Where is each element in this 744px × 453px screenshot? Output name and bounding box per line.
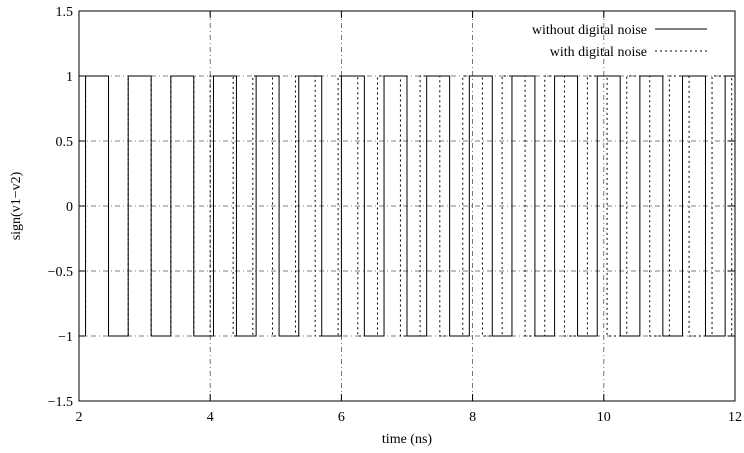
y-tick-label: 1: [66, 70, 73, 85]
legend-label: with digital noise: [550, 45, 647, 60]
x-tick-label: 8: [469, 410, 476, 425]
legend: without digital noise with digital noise: [532, 23, 707, 60]
legend-label: without digital noise: [532, 23, 647, 38]
x-tick-label: 2: [76, 410, 83, 425]
y-tick-label: 1.5: [56, 5, 74, 20]
x-tick-label: 12: [728, 410, 742, 425]
x-tick-label: 6: [338, 410, 345, 425]
y-tick-labels: −1.5 −1 −0.5 0 0.5 1 1.5: [48, 5, 73, 410]
y-tick-label: 0.5: [56, 135, 74, 150]
y-axis-label: sign(v1−v2): [9, 171, 24, 240]
series-line-with-noise: [79, 75, 735, 337]
y-tick-label: 0: [66, 200, 73, 215]
series-line-without-noise: [79, 75, 735, 337]
x-axis-label: time (ns): [382, 432, 432, 447]
x-tick-label: 10: [597, 410, 611, 425]
tick-marks: [78, 10, 736, 402]
y-tick-label: −0.5: [48, 265, 73, 280]
x-tick-label: 4: [207, 410, 214, 425]
y-tick-label: −1.5: [48, 395, 73, 410]
y-tick-label: −1: [58, 330, 73, 345]
series-layer: [79, 75, 735, 337]
x-tick-labels: 2 4 6 8 10 12: [76, 410, 743, 425]
